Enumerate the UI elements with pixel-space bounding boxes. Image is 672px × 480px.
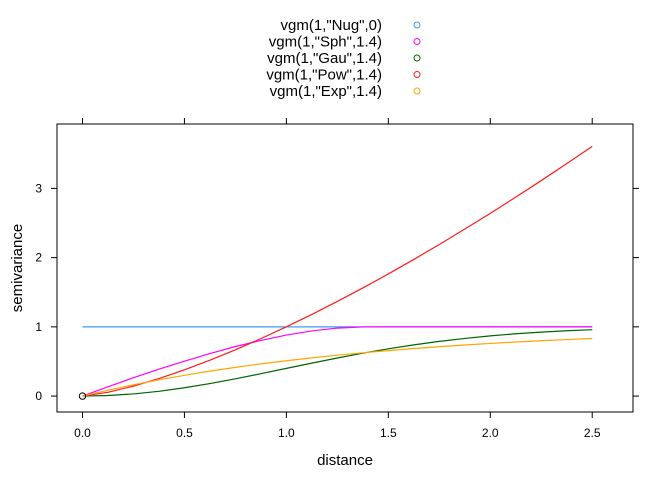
axis-ticks: 0.0 0.5 1.0 1.5 2.0 2.5 0 1 2 3: [35, 118, 639, 440]
legend-marker: [413, 71, 421, 78]
x-tick-label: 0.0: [74, 426, 91, 440]
series-line: [82, 326, 593, 397]
origin-data-point: [78, 392, 87, 400]
x-axis-label: distance: [317, 452, 373, 469]
legend-marker: [413, 38, 421, 45]
y-tick-label: 0: [35, 389, 42, 403]
legend-label: vgm(1,"Gau",1.4): [267, 50, 382, 67]
legend-label: vgm(1,"Sph",1.4): [269, 34, 382, 51]
series-line: [82, 145, 593, 397]
legend-label: vgm(1,"Exp",1.4): [270, 83, 382, 100]
y-tick-label: 1: [35, 320, 42, 334]
x-tick-label: 2.5: [584, 426, 601, 440]
legend-label: vgm(1,"Nug",0): [280, 17, 382, 34]
y-axis-label: semivariance: [9, 224, 26, 312]
x-tick-label: 0.5: [176, 426, 193, 440]
y-tick-label: 2: [35, 251, 42, 265]
legend-marker: [413, 87, 421, 95]
legend-marker: [413, 21, 421, 29]
x-tick-label: 1.5: [380, 426, 397, 440]
series-lines: [82, 145, 593, 397]
y-tick-label: 3: [35, 181, 42, 195]
legend-marker: [413, 54, 421, 62]
plot-frame: [56, 123, 634, 413]
x-tick-label: 2.0: [482, 426, 499, 440]
series-line: [82, 329, 593, 397]
legend: vgm(1,"Nug",0)vgm(1,"Sph",1.4)vgm(1,"Gau…: [266, 17, 421, 100]
series-line: [82, 337, 593, 397]
x-tick-label: 1.0: [278, 426, 295, 440]
legend-label: vgm(1,"Pow",1.4): [266, 67, 382, 84]
